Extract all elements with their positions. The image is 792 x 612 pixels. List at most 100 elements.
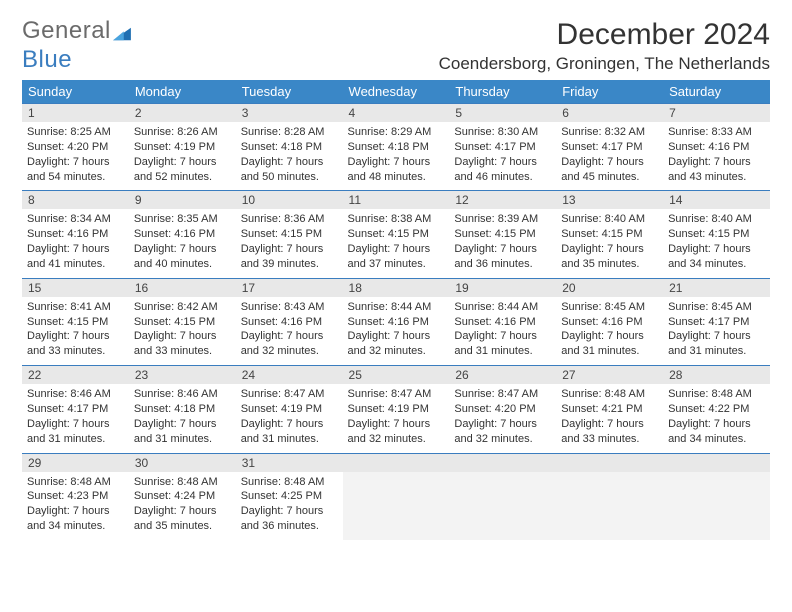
sunrise-text: Sunrise: 8:26 AM xyxy=(134,125,231,140)
sunrise-text: Sunrise: 8:34 AM xyxy=(27,212,124,227)
daylight-text: Daylight: 7 hours and 40 minutes. xyxy=(134,242,231,272)
logo: GeneralBlue xyxy=(22,18,131,72)
day-number-bar xyxy=(449,454,556,472)
day-details: Sunrise: 8:48 AMSunset: 4:21 PMDaylight:… xyxy=(556,384,663,452)
sunset-text: Sunset: 4:17 PM xyxy=(668,315,765,330)
sunset-text: Sunset: 4:16 PM xyxy=(454,315,551,330)
day-details: Sunrise: 8:47 AMSunset: 4:19 PMDaylight:… xyxy=(343,384,450,452)
day-details: Sunrise: 8:48 AMSunset: 4:23 PMDaylight:… xyxy=(22,472,129,540)
page-header: GeneralBlue December 2024 Coendersborg, … xyxy=(22,18,770,74)
weekday-header: Saturday xyxy=(663,80,770,104)
sunrise-text: Sunrise: 8:33 AM xyxy=(668,125,765,140)
calendar-day-cell: 23Sunrise: 8:46 AMSunset: 4:18 PMDayligh… xyxy=(129,366,236,453)
calendar-day-cell: 25Sunrise: 8:47 AMSunset: 4:19 PMDayligh… xyxy=(343,366,450,453)
sunset-text: Sunset: 4:19 PM xyxy=(241,402,338,417)
sunset-text: Sunset: 4:19 PM xyxy=(348,402,445,417)
day-details: Sunrise: 8:38 AMSunset: 4:15 PMDaylight:… xyxy=(343,209,450,277)
logo-word-blue: Blue xyxy=(22,46,72,73)
sunrise-text: Sunrise: 8:47 AM xyxy=(454,387,551,402)
day-number: 14 xyxy=(663,191,770,209)
calendar-day-cell xyxy=(343,453,450,540)
daylight-text: Daylight: 7 hours and 43 minutes. xyxy=(668,155,765,185)
sunrise-text: Sunrise: 8:41 AM xyxy=(27,300,124,315)
sunset-text: Sunset: 4:25 PM xyxy=(241,489,338,504)
sunset-text: Sunset: 4:17 PM xyxy=(454,140,551,155)
daylight-text: Daylight: 7 hours and 34 minutes. xyxy=(668,417,765,447)
calendar-day-cell: 8Sunrise: 8:34 AMSunset: 4:16 PMDaylight… xyxy=(22,191,129,278)
day-details: Sunrise: 8:25 AMSunset: 4:20 PMDaylight:… xyxy=(22,122,129,190)
day-details: Sunrise: 8:46 AMSunset: 4:18 PMDaylight:… xyxy=(129,384,236,452)
sunset-text: Sunset: 4:16 PM xyxy=(241,315,338,330)
sunrise-text: Sunrise: 8:38 AM xyxy=(348,212,445,227)
daylight-text: Daylight: 7 hours and 31 minutes. xyxy=(27,417,124,447)
sunset-text: Sunset: 4:18 PM xyxy=(134,402,231,417)
daylight-text: Daylight: 7 hours and 33 minutes. xyxy=(134,329,231,359)
calendar-day-cell: 30Sunrise: 8:48 AMSunset: 4:24 PMDayligh… xyxy=(129,453,236,540)
daylight-text: Daylight: 7 hours and 31 minutes. xyxy=(134,417,231,447)
calendar-day-cell xyxy=(556,453,663,540)
calendar-day-cell: 15Sunrise: 8:41 AMSunset: 4:15 PMDayligh… xyxy=(22,278,129,365)
sunrise-text: Sunrise: 8:47 AM xyxy=(348,387,445,402)
calendar-day-cell: 6Sunrise: 8:32 AMSunset: 4:17 PMDaylight… xyxy=(556,104,663,191)
sunrise-text: Sunrise: 8:44 AM xyxy=(348,300,445,315)
calendar-day-cell: 20Sunrise: 8:45 AMSunset: 4:16 PMDayligh… xyxy=(556,278,663,365)
day-number: 4 xyxy=(343,104,450,122)
calendar-day-cell: 14Sunrise: 8:40 AMSunset: 4:15 PMDayligh… xyxy=(663,191,770,278)
sunset-text: Sunset: 4:15 PM xyxy=(668,227,765,242)
weekday-header: Wednesday xyxy=(343,80,450,104)
sunset-text: Sunset: 4:15 PM xyxy=(561,227,658,242)
logo-word-general: General xyxy=(22,17,111,44)
sunrise-text: Sunrise: 8:48 AM xyxy=(27,475,124,490)
day-details: Sunrise: 8:41 AMSunset: 4:15 PMDaylight:… xyxy=(22,297,129,365)
calendar-day-cell: 9Sunrise: 8:35 AMSunset: 4:16 PMDaylight… xyxy=(129,191,236,278)
day-number: 19 xyxy=(449,279,556,297)
day-details: Sunrise: 8:48 AMSunset: 4:25 PMDaylight:… xyxy=(236,472,343,540)
day-number: 28 xyxy=(663,366,770,384)
sunset-text: Sunset: 4:17 PM xyxy=(561,140,658,155)
sunset-text: Sunset: 4:15 PM xyxy=(454,227,551,242)
day-number: 26 xyxy=(449,366,556,384)
day-number: 29 xyxy=(22,454,129,472)
calendar-week-row: 22Sunrise: 8:46 AMSunset: 4:17 PMDayligh… xyxy=(22,366,770,453)
calendar-day-cell: 2Sunrise: 8:26 AMSunset: 4:19 PMDaylight… xyxy=(129,104,236,191)
day-number: 18 xyxy=(343,279,450,297)
sunrise-text: Sunrise: 8:43 AM xyxy=(241,300,338,315)
calendar-day-cell: 18Sunrise: 8:44 AMSunset: 4:16 PMDayligh… xyxy=(343,278,450,365)
day-details: Sunrise: 8:40 AMSunset: 4:15 PMDaylight:… xyxy=(556,209,663,277)
sunrise-text: Sunrise: 8:40 AM xyxy=(561,212,658,227)
day-number: 12 xyxy=(449,191,556,209)
calendar-day-cell: 12Sunrise: 8:39 AMSunset: 4:15 PMDayligh… xyxy=(449,191,556,278)
day-details: Sunrise: 8:36 AMSunset: 4:15 PMDaylight:… xyxy=(236,209,343,277)
sunrise-text: Sunrise: 8:29 AM xyxy=(348,125,445,140)
day-details: Sunrise: 8:28 AMSunset: 4:18 PMDaylight:… xyxy=(236,122,343,190)
day-number: 15 xyxy=(22,279,129,297)
sunset-text: Sunset: 4:16 PM xyxy=(561,315,658,330)
day-number: 31 xyxy=(236,454,343,472)
sunrise-text: Sunrise: 8:30 AM xyxy=(454,125,551,140)
day-number: 16 xyxy=(129,279,236,297)
daylight-text: Daylight: 7 hours and 31 minutes. xyxy=(668,329,765,359)
day-number: 2 xyxy=(129,104,236,122)
calendar-day-cell: 4Sunrise: 8:29 AMSunset: 4:18 PMDaylight… xyxy=(343,104,450,191)
day-details: Sunrise: 8:45 AMSunset: 4:17 PMDaylight:… xyxy=(663,297,770,365)
day-details: Sunrise: 8:33 AMSunset: 4:16 PMDaylight:… xyxy=(663,122,770,190)
daylight-text: Daylight: 7 hours and 32 minutes. xyxy=(454,417,551,447)
calendar-day-cell: 31Sunrise: 8:48 AMSunset: 4:25 PMDayligh… xyxy=(236,453,343,540)
calendar-day-cell xyxy=(449,453,556,540)
daylight-text: Daylight: 7 hours and 52 minutes. xyxy=(134,155,231,185)
sunrise-text: Sunrise: 8:48 AM xyxy=(561,387,658,402)
calendar-week-row: 29Sunrise: 8:48 AMSunset: 4:23 PMDayligh… xyxy=(22,453,770,540)
weekday-header: Thursday xyxy=(449,80,556,104)
daylight-text: Daylight: 7 hours and 32 minutes. xyxy=(348,417,445,447)
sunset-text: Sunset: 4:15 PM xyxy=(134,315,231,330)
calendar-page: GeneralBlue December 2024 Coendersborg, … xyxy=(0,0,792,558)
calendar-day-cell: 29Sunrise: 8:48 AMSunset: 4:23 PMDayligh… xyxy=(22,453,129,540)
sunrise-text: Sunrise: 8:48 AM xyxy=(241,475,338,490)
day-number: 27 xyxy=(556,366,663,384)
sunset-text: Sunset: 4:16 PM xyxy=(668,140,765,155)
day-number: 1 xyxy=(22,104,129,122)
calendar-week-row: 8Sunrise: 8:34 AMSunset: 4:16 PMDaylight… xyxy=(22,191,770,278)
calendar-day-cell: 17Sunrise: 8:43 AMSunset: 4:16 PMDayligh… xyxy=(236,278,343,365)
sunset-text: Sunset: 4:18 PM xyxy=(241,140,338,155)
calendar-day-cell: 28Sunrise: 8:48 AMSunset: 4:22 PMDayligh… xyxy=(663,366,770,453)
